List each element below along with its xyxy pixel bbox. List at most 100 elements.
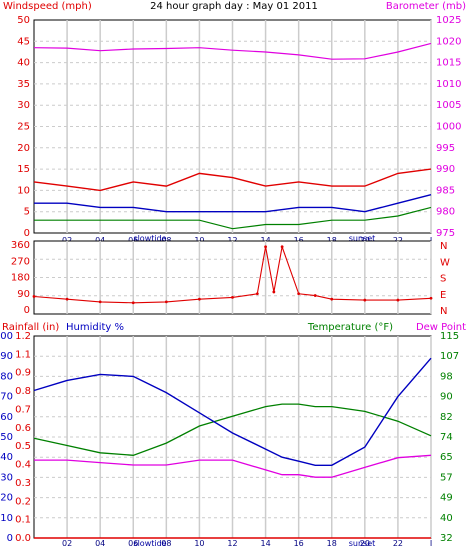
dewpoint-line xyxy=(34,454,432,478)
direction-point xyxy=(280,245,284,249)
rainfall-y-ticks: 1.2 1.1 0.9 0.8 0.7 0.6 0.5 0.4 0.3 0.2 0.1 0.0 xyxy=(15,331,31,544)
direction-point xyxy=(330,297,334,301)
temperature-tick-label: 115 xyxy=(440,331,459,342)
direction-point xyxy=(363,298,367,302)
temperature-tick-label: 82 xyxy=(440,412,453,423)
direction-tick-label: 270 xyxy=(11,256,30,267)
humidity-tick-label: 90 xyxy=(0,351,13,362)
barometer-tick-label: 975 xyxy=(436,228,455,239)
x-tick-label: 16 xyxy=(294,539,304,548)
slowtide-marker-lower: slowtide xyxy=(133,539,166,548)
temperature-tick-label: 74 xyxy=(440,432,453,443)
direction-tick-label: 0 xyxy=(24,305,30,316)
gust-line xyxy=(33,168,432,192)
wind-low-line xyxy=(34,206,432,230)
barometer-tick-label: 1010 xyxy=(436,79,461,90)
wind-average-line xyxy=(34,194,432,213)
temperature-y-ticks: 115 107 98 90 82 74 65 57 49 40 32 xyxy=(440,331,459,544)
x-tick-label: 20 xyxy=(360,539,370,548)
barometer-tick-label: 985 xyxy=(436,185,455,196)
barometer-tick-label: 980 xyxy=(436,207,455,218)
rainfall-tick-label: 0.4 xyxy=(15,460,31,471)
direction-point xyxy=(198,297,201,301)
humidity-tick-label: 80 xyxy=(0,371,13,382)
humidity-tick-label: 60 xyxy=(0,412,13,423)
rainfall-tick-label: 0.3 xyxy=(15,478,31,489)
temperature-tick-label: 57 xyxy=(440,472,453,483)
wind-tick-label: 0 xyxy=(24,228,30,239)
humidity-axis-title: Humidity % xyxy=(66,322,124,333)
barometer-tick-label: 1005 xyxy=(436,100,461,111)
humidity-tick-label: 10 xyxy=(0,513,13,524)
barometer-line xyxy=(33,42,432,60)
wind-tick-label: 30 xyxy=(17,100,30,111)
x-tick-label: 06 xyxy=(128,539,138,548)
direction-tick-label: 180 xyxy=(11,273,30,284)
temperature-line xyxy=(33,403,432,456)
direction-point xyxy=(32,295,36,298)
graph-title: 24 hour graph day : May 01 2011 xyxy=(150,1,318,12)
direction-tick-label: 360 xyxy=(11,240,30,251)
barometer-tick-label: 995 xyxy=(436,143,455,154)
humidity-tick-label: 40 xyxy=(0,452,13,463)
compass-label: S xyxy=(440,274,446,285)
x-tick-label: 08 xyxy=(161,539,171,548)
slowtide-marker: slowtide xyxy=(133,234,166,243)
compass-label: E xyxy=(440,290,446,301)
humidity-line xyxy=(33,357,432,466)
humidity-tick-label: 70 xyxy=(0,392,13,403)
barometer-tick-label: 1000 xyxy=(436,122,461,133)
temperature-tick-label: 32 xyxy=(440,533,453,544)
temperature-tick-label: 98 xyxy=(440,371,453,382)
x-tick-label: 18 xyxy=(327,539,337,548)
compass-label: N xyxy=(440,306,447,317)
direction-point xyxy=(255,292,259,296)
barometer-tick-label: 990 xyxy=(436,164,455,175)
dewpoint-axis-title: Dew Point xyxy=(416,322,466,333)
direction-point xyxy=(396,298,400,302)
wind-tick-label: 50 xyxy=(17,15,30,26)
direction-point xyxy=(429,296,433,300)
humidity-x-ticks: 02 04 06 08 10 12 14 16 18 20 22 I xyxy=(62,539,432,548)
humidity-series xyxy=(33,357,432,539)
x-tick-label: 12 xyxy=(227,539,237,548)
x-tick-label: 14 xyxy=(260,539,270,548)
direction-point xyxy=(65,297,69,301)
rainfall-tick-label: 0.8 xyxy=(15,386,31,397)
temperature-axis-title: Temperature (°F) xyxy=(307,322,393,333)
direction-point xyxy=(264,245,267,249)
rainfall-tick-label: 0.5 xyxy=(15,441,31,452)
wind-tick-label: 25 xyxy=(17,122,30,133)
wind-series xyxy=(33,42,432,230)
wind-tick-label: 10 xyxy=(17,185,30,196)
rainfall-tick-label: 1.1 xyxy=(15,349,31,360)
direction-series xyxy=(32,244,433,305)
rainfall-tick-label: 0.9 xyxy=(15,368,31,379)
direction-point xyxy=(131,301,135,305)
direction-tick-label: 90 xyxy=(17,289,30,300)
wind-tick-label: 35 xyxy=(17,79,30,90)
humidity-tick-label: 30 xyxy=(0,472,13,483)
barometer-tick-label: 1025 xyxy=(436,15,461,26)
direction-point xyxy=(231,295,234,299)
rainfall-tick-label: 1.2 xyxy=(15,331,31,342)
humidity-tick-label: 100 xyxy=(0,331,13,342)
sunset-marker-lower: sunset xyxy=(349,539,376,548)
wind-tick-label: 5 xyxy=(24,207,30,218)
x-tick-label: 02 xyxy=(62,539,72,548)
temperature-tick-label: 40 xyxy=(440,513,453,524)
direction-y-ticks: 360 270 180 90 0 xyxy=(11,240,30,316)
humidity-y-ticks: 1009080706050403020100 xyxy=(0,331,13,544)
wind-tick-label: 20 xyxy=(17,143,30,154)
x-tick-label: 10 xyxy=(194,539,204,548)
sunset-marker: sunset xyxy=(349,234,376,243)
rainfall-tick-label: 0.1 xyxy=(15,515,31,526)
humidity-tick-label: 50 xyxy=(0,432,13,443)
rainfall-tick-label: 0.6 xyxy=(15,423,31,434)
compass-label: W xyxy=(440,257,450,268)
barometer-tick-label: 1015 xyxy=(436,58,461,69)
rainfall-tick-label: 0.0 xyxy=(15,533,31,544)
